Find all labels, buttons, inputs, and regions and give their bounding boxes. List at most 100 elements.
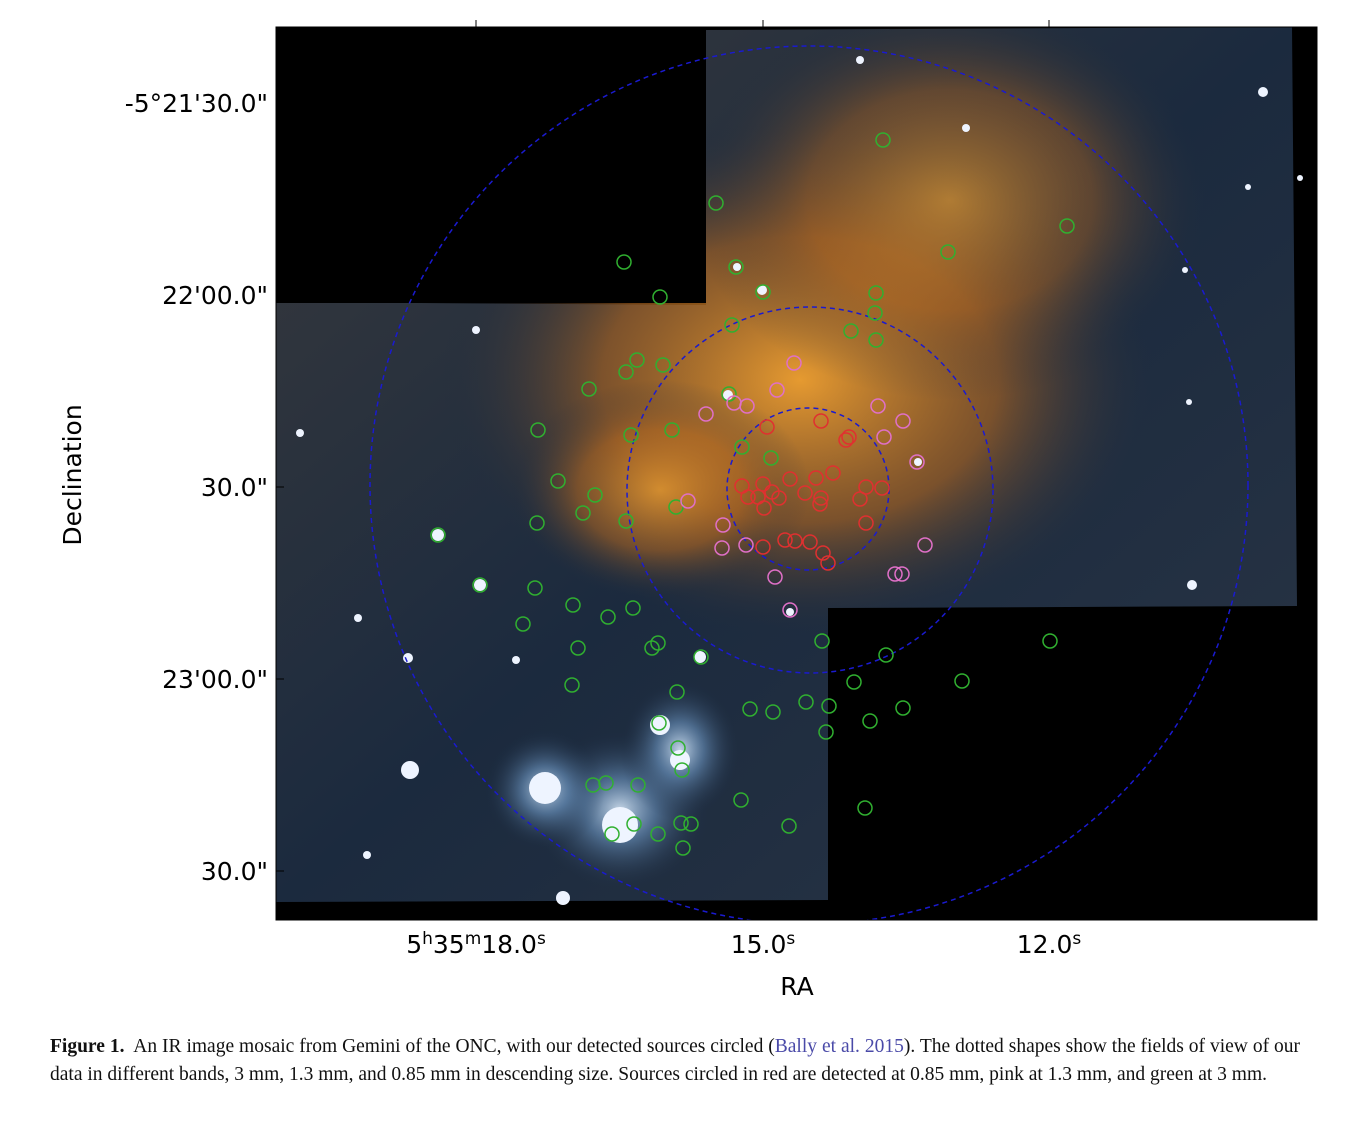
source-0.85mm [841, 429, 857, 445]
tick-number: 18.0 [481, 930, 537, 959]
x-tick-label: 12.0s [1017, 929, 1082, 959]
star [1245, 184, 1251, 190]
star [856, 56, 864, 64]
source-3mm [664, 422, 680, 438]
source-3mm [763, 450, 779, 466]
y-tick-label: 30.0" [201, 857, 268, 886]
source-3mm [765, 704, 781, 720]
star [363, 851, 371, 859]
source-3mm [550, 473, 566, 489]
source-1.3mm [786, 355, 802, 371]
source-0.85mm [852, 491, 868, 507]
source-3mm [734, 439, 750, 455]
source-3mm [527, 580, 543, 596]
plot-frame [275, 26, 1318, 921]
star [529, 772, 561, 804]
source-1.3mm [782, 602, 798, 618]
source-3mm [742, 701, 758, 717]
star [401, 761, 419, 779]
source-3mm [564, 677, 580, 693]
source-3mm [1059, 218, 1075, 234]
source-3mm [878, 647, 894, 663]
source-3mm [693, 649, 709, 665]
star [472, 326, 480, 334]
caption-text: ). The dotted shapes show the fields of … [50, 1036, 1301, 1085]
source-3mm [598, 775, 614, 791]
source-3mm [515, 616, 531, 632]
star [1182, 267, 1188, 273]
source-1.3mm [917, 537, 933, 553]
source-3mm [652, 289, 668, 305]
star [602, 807, 638, 843]
source-3mm [843, 323, 859, 339]
source-0.85mm [838, 432, 854, 448]
source-1.3mm [767, 569, 783, 585]
caption: Figure 1. An IR image mosaic from Gemini… [50, 1033, 1300, 1089]
source-1.3mm [769, 382, 785, 398]
y-tick-label: 22'00.0" [162, 281, 268, 310]
source-3mm [625, 600, 641, 616]
star [512, 656, 520, 664]
source-0.85mm [874, 480, 890, 496]
star [694, 651, 706, 663]
source-0.85mm [797, 485, 813, 501]
source-3mm [670, 740, 686, 756]
x-tick-label: 5h35m18.0s [406, 929, 546, 959]
source-3mm [430, 527, 446, 543]
source-3mm [644, 640, 660, 656]
source-1.3mm [739, 398, 755, 414]
source-0.85mm [825, 465, 841, 481]
source-3mm [674, 762, 690, 778]
source-3mm [895, 700, 911, 716]
y-axis-label: Declination [58, 404, 87, 545]
source-3mm [675, 840, 691, 856]
source-3mm [651, 715, 667, 731]
source-3mm [565, 597, 581, 613]
tick-number: 5 [406, 930, 422, 959]
star [1187, 580, 1197, 590]
star [474, 579, 486, 591]
tick-unit: s [1072, 929, 1081, 949]
source-0.85mm [740, 489, 756, 505]
source-3mm [630, 777, 646, 793]
tick-unit: s [786, 929, 795, 949]
source-1.3mm [887, 566, 903, 582]
tick-unit: h [422, 929, 433, 949]
source-3mm [781, 818, 797, 834]
source-3mm [868, 332, 884, 348]
star [556, 891, 570, 905]
source-3mm [604, 826, 620, 842]
source-0.85mm [813, 490, 829, 506]
source-3mm [587, 487, 603, 503]
citation-link[interactable]: Bally et al. 2015 [774, 1036, 904, 1057]
source-0.85mm [813, 413, 829, 429]
star [962, 124, 970, 132]
source-3mm [600, 609, 616, 625]
source-3mm [1042, 633, 1058, 649]
star [1297, 175, 1303, 181]
star [354, 614, 362, 622]
source-3mm [867, 305, 883, 321]
source-0.85mm [858, 479, 874, 495]
source-0.85mm [812, 496, 828, 512]
source-3mm [821, 698, 837, 714]
star [757, 285, 767, 295]
y-tick-label: -5°21'30.0" [125, 89, 268, 118]
source-1.3mm [715, 517, 731, 533]
source-0.85mm [858, 515, 874, 531]
star [296, 429, 304, 437]
star [733, 263, 741, 271]
x-tick-label: 15.0s [731, 929, 796, 959]
star [432, 529, 444, 541]
tick-number: 15.0 [731, 930, 787, 959]
source-3mm [650, 826, 666, 842]
source-3mm [472, 577, 488, 593]
star [403, 653, 413, 663]
x-axis-label: RA [780, 972, 813, 1001]
y-tick-label: 30.0" [201, 473, 268, 502]
source-0.85mm [755, 539, 771, 555]
star [1258, 87, 1268, 97]
source-3mm [575, 505, 591, 521]
source-3mm [529, 515, 545, 531]
